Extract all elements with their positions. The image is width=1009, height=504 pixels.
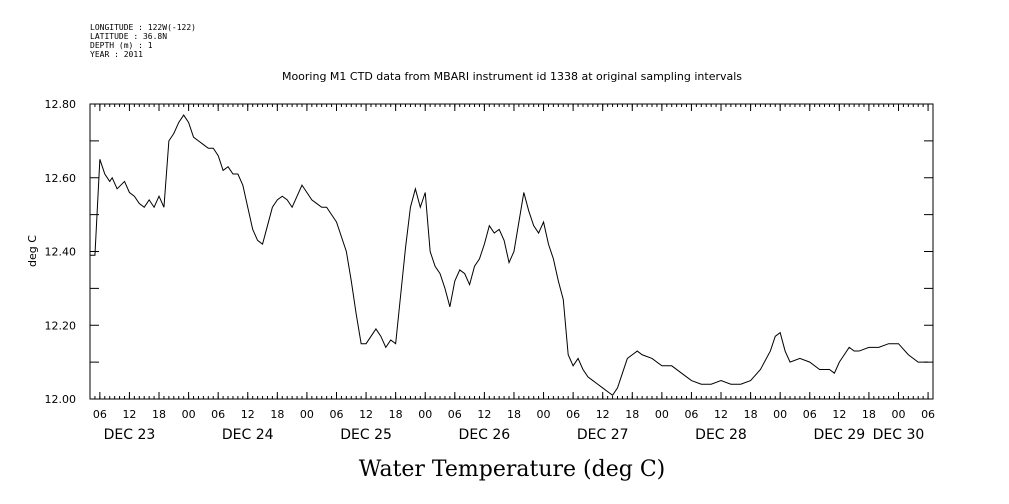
x-day-label: DEC 28 <box>695 427 747 443</box>
x-tick-labels: 06 12 18 00 06 12 18 00 06 12 18 00 06 12 18 00 06 12 18 00… <box>93 408 935 421</box>
x-hour-label: 00 <box>418 408 432 421</box>
x-hour-label: 00 <box>537 408 551 421</box>
x-day-labels: DEC 23 DEC 24 DEC 25 DEC 26 DEC 27 DEC 28 DEC … <box>104 427 925 443</box>
x-day-label: DEC 30 <box>873 427 925 443</box>
y-tick-label: 12.20 <box>45 319 77 332</box>
x-hour-label: 06 <box>684 408 698 421</box>
x-hour-label: 18 <box>744 408 758 421</box>
x-hour-label: 00 <box>891 408 905 421</box>
metadata-block: LONGITUDE : 122W(-122) LATITUDE : 36.8N … <box>90 23 196 59</box>
x-day-label: DEC 27 <box>577 427 629 443</box>
axis-ticks <box>89 103 934 400</box>
x-hour-label: 12 <box>122 408 136 421</box>
x-hour-label: 06 <box>93 408 107 421</box>
x-hour-label: 18 <box>270 408 284 421</box>
x-day-label: DEC 29 <box>813 427 865 443</box>
x-day-label: DEC 25 <box>340 427 392 443</box>
x-hour-label: 06 <box>329 408 343 421</box>
x-hour-label: 12 <box>241 408 255 421</box>
x-hour-label: 06 <box>803 408 817 421</box>
y-tick-label: 12.00 <box>45 393 77 406</box>
x-hour-label: 12 <box>477 408 491 421</box>
x-hour-label: 00 <box>655 408 669 421</box>
x-hour-label: 18 <box>625 408 639 421</box>
x-hour-label: 18 <box>152 408 166 421</box>
y-tick-label: 12.40 <box>45 246 77 259</box>
x-hour-label: 06 <box>448 408 462 421</box>
x-hour-label: 00 <box>773 408 787 421</box>
x-day-label: DEC 23 <box>104 427 156 443</box>
x-hour-label: 00 <box>182 408 196 421</box>
x-hour-label: 12 <box>832 408 846 421</box>
chart-title: Mooring M1 CTD data from MBARI instrumen… <box>282 70 742 83</box>
meta-depth: DEPTH (m) : 1 <box>90 41 153 50</box>
x-hour-label: 18 <box>389 408 403 421</box>
y-axis-label: deg C <box>26 235 39 267</box>
y-tick-label: 12.60 <box>45 172 77 185</box>
x-hour-label: 18 <box>507 408 521 421</box>
plot-frame <box>89 103 934 400</box>
x-hour-label: 06 <box>566 408 580 421</box>
temperature-series-line <box>90 114 929 397</box>
x-hour-label: 06 <box>211 408 225 421</box>
x-day-label: DEC 26 <box>459 427 511 443</box>
meta-year: YEAR : 2011 <box>90 50 143 59</box>
x-hour-label: 00 <box>300 408 314 421</box>
y-tick-label: 12.80 <box>45 98 77 111</box>
x-hour-label: 12 <box>596 408 610 421</box>
x-day-label: DEC 24 <box>222 427 274 443</box>
x-hour-label: 12 <box>359 408 373 421</box>
meta-longitude: LONGITUDE : 122W(-122) <box>90 23 196 32</box>
y-tick-labels: 12.00 12.20 12.40 12.60 12.80 <box>45 98 77 406</box>
x-hour-label: 18 <box>862 408 876 421</box>
x-axis-title: Water Temperature (deg C) <box>359 457 666 482</box>
x-hour-label: 06 <box>921 408 935 421</box>
meta-latitude: LATITUDE : 36.8N <box>90 32 167 41</box>
x-hour-label: 12 <box>714 408 728 421</box>
